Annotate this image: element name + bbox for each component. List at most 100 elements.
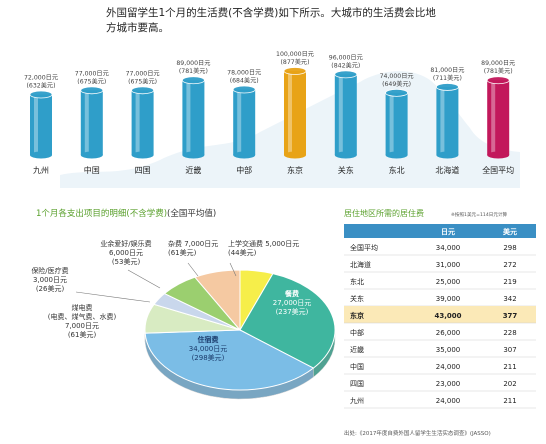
bar-value-yen: 74,000日元 [380,73,414,80]
bar-bottom [334,151,357,159]
bar-group: 89,000日元(781美元) 近畿 [176,60,210,175]
pie-label-name: 住宿费 [198,335,219,344]
bar-top [29,90,53,99]
leader-line [229,262,237,277]
table-cell: 211 [503,397,516,405]
bar-group: 74,000日元(649美元) 东北 [380,73,414,175]
bar-bottom [385,151,408,159]
bar-group: 81,000日元(711美元) 北海道 [430,67,464,175]
bar-value-yen: 77,000日元 [75,70,109,77]
bar-group: 77,000日元(675美元) 中国 [75,70,109,175]
bar-bottom [233,151,256,159]
bar-category-label: 关东 [338,165,354,175]
pie-label: 上学交通费 5,000日元(44美元) [228,239,299,257]
bar-value-usd: (781美元) [484,67,513,75]
bar-value-yen: 89,000日元 [176,60,210,67]
table-cell: 342 [503,295,516,303]
pie-label-usd: (298美元) [192,353,225,362]
bar [131,90,154,155]
table-cell: 31,000 [436,261,461,269]
bar-top [283,67,307,75]
table-note: ※按照1美元=114日元计算 [451,211,508,218]
bar-shine [440,88,445,153]
table-cell: 228 [503,329,516,337]
intro-text: 外国留学生1个月的生活费(不含学费)如下所示。大城市的生活费会比地方城市要高。 [106,7,436,34]
pie-label-name: 煤电费 [72,303,93,312]
bar-shine [288,73,292,153]
bar-value-yen: 100,000日元 [276,51,314,58]
table-title: 居住地区所需的居住费 [344,208,424,218]
bar-value-usd: (675美元) [128,77,157,85]
table-cell: 近畿 [350,345,364,354]
pie-label-usd: (26美元) [36,284,65,293]
leader-line [127,269,161,289]
bar [385,92,408,155]
pie-label-usd: (237美元) [276,307,309,316]
bar-shine [34,96,38,153]
table-cell: 377 [503,312,518,320]
bar [284,71,306,155]
table-cell: 中部 [350,328,364,337]
table-cell: 24,000 [436,397,461,405]
pie-label-yen: 27,000日元 [273,299,312,307]
bar-value-usd: (675美元) [77,77,106,85]
pie-label-usd: (61美元) [168,248,197,257]
bar-top [385,88,409,97]
bar [233,89,256,155]
bar-value-yen: 89,000日元 [481,60,515,67]
pie-label-name: 杂费 7,000日元 [168,239,218,248]
bar-bottom [30,151,52,159]
bar-shine [135,92,140,153]
bar-bottom [487,151,510,159]
table-cell: 307 [503,346,516,354]
bar-value-usd: (632美元) [26,82,55,90]
bar-group: 77,000日元(675美元) 四国 [126,70,160,175]
pie-label-usd: (44美元) [228,248,257,257]
table-cell: 九州 [350,396,364,405]
leader-line [187,262,199,277]
bar-value-yen: 96,000日元 [329,54,363,61]
table-cell: 中国 [350,362,364,371]
table-cell: 23,000 [436,380,461,388]
bar-chart: 72,000日元(632美元)九州77,000日元(675美元)中国77,000… [24,51,520,188]
table-cell: 298 [503,244,516,252]
bar [334,74,357,155]
table-cell: 东京 [350,311,364,320]
table-cell: 211 [503,363,516,371]
table-header-bg [344,224,536,238]
bar-value-usd: (711美元) [433,74,462,82]
table-header-cell: 日元 [441,228,455,236]
bar-value-usd: (877美元) [280,58,309,66]
bar-top [334,70,358,79]
pie-label-note: (电费、煤气费、水费) [48,312,117,321]
bar-top [435,83,459,91]
bar-top [486,76,510,85]
table-cell: 39,000 [436,295,461,303]
table-cell: 四国 [350,380,364,388]
bar-value-yen: 78,000日元 [227,69,261,76]
pie-title-main: 1个月各支出项目的明细(不含学费) [36,208,167,219]
bar-category-label: 四国 [135,166,151,175]
bar-category-label: 中部 [236,165,252,175]
pie-label-usd: (61美元) [68,330,97,339]
bar-value-usd: (781美元) [179,67,208,75]
bar-group: 100,000日元(877美元) 东京 [276,51,314,175]
bar-bottom [80,151,103,159]
source-note: 出处:《2017年度自费外国人留学生生活实态调查》(JASSO) [344,431,491,437]
bar-value-usd: (842美元) [331,61,360,69]
table-cell: 272 [503,261,516,269]
pie-title-sub: (全国平均值) [167,208,216,219]
pie-label-yen: 3,000日元 [33,276,67,284]
table-cell: 34,000 [436,244,461,252]
pie-label-usd: (53美元) [112,257,141,266]
pie-label-yen: 7,000日元 [65,322,99,330]
table-cell: 北海道 [350,260,371,269]
table-cell: 202 [503,380,516,388]
bar-top [80,86,104,95]
bar-bottom [182,151,205,159]
pie-label-name: 上学交通费 5,000日元 [228,239,299,248]
bar [487,80,510,155]
bar-category-label: 九州 [33,166,49,175]
